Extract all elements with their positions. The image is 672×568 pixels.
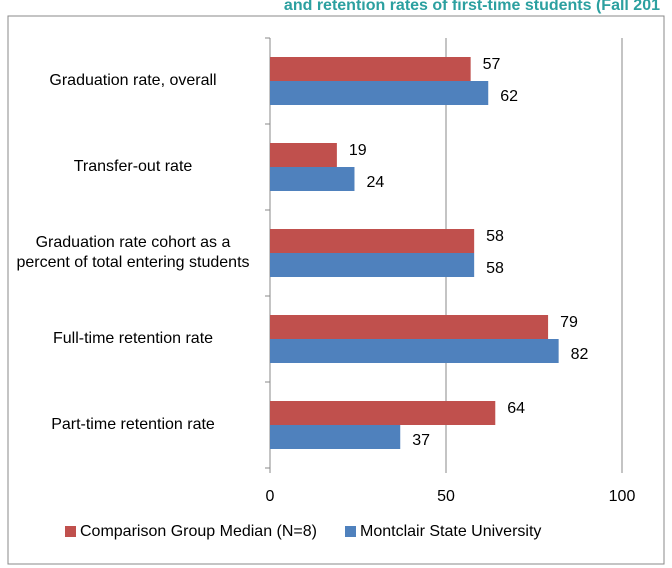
data-label: 58 <box>486 260 504 277</box>
y-tick-label: Part-time retention rate <box>51 416 215 433</box>
data-label: 37 <box>412 432 430 449</box>
legend-swatch <box>65 526 76 537</box>
bar <box>270 167 355 191</box>
legend-label: Comparison Group Median (N=8) <box>80 523 317 540</box>
x-tick-label: 100 <box>609 488 636 505</box>
bar <box>270 401 496 425</box>
bar <box>270 81 489 105</box>
chart-title: and retention rates of first-time studen… <box>284 0 660 14</box>
legend-swatch <box>345 526 356 537</box>
x-tick-label: 0 <box>266 488 275 505</box>
bar <box>270 315 549 339</box>
y-tick-label: Full-time retention rate <box>52 330 214 347</box>
data-label: 62 <box>500 88 518 105</box>
data-label: 57 <box>483 56 501 73</box>
bar <box>270 229 475 253</box>
bar <box>270 253 475 277</box>
y-tick-label: Graduation rate, overall <box>49 72 217 89</box>
bar <box>270 143 337 167</box>
y-tick-label: Graduation rate cohort as a percent of t… <box>16 234 250 271</box>
bar <box>270 425 401 449</box>
y-tick-label: Transfer-out rate <box>73 158 193 175</box>
chart-border <box>7 15 665 565</box>
data-label: 58 <box>486 228 504 245</box>
data-label: 79 <box>560 314 578 331</box>
data-label: 19 <box>349 142 367 159</box>
bar <box>270 339 559 363</box>
data-label: 24 <box>366 174 384 191</box>
x-tick-label: 50 <box>437 488 455 505</box>
bar <box>270 57 471 81</box>
legend-label: Montclair State University <box>360 523 541 540</box>
data-label: 64 <box>507 400 525 417</box>
data-label: 82 <box>571 346 589 363</box>
